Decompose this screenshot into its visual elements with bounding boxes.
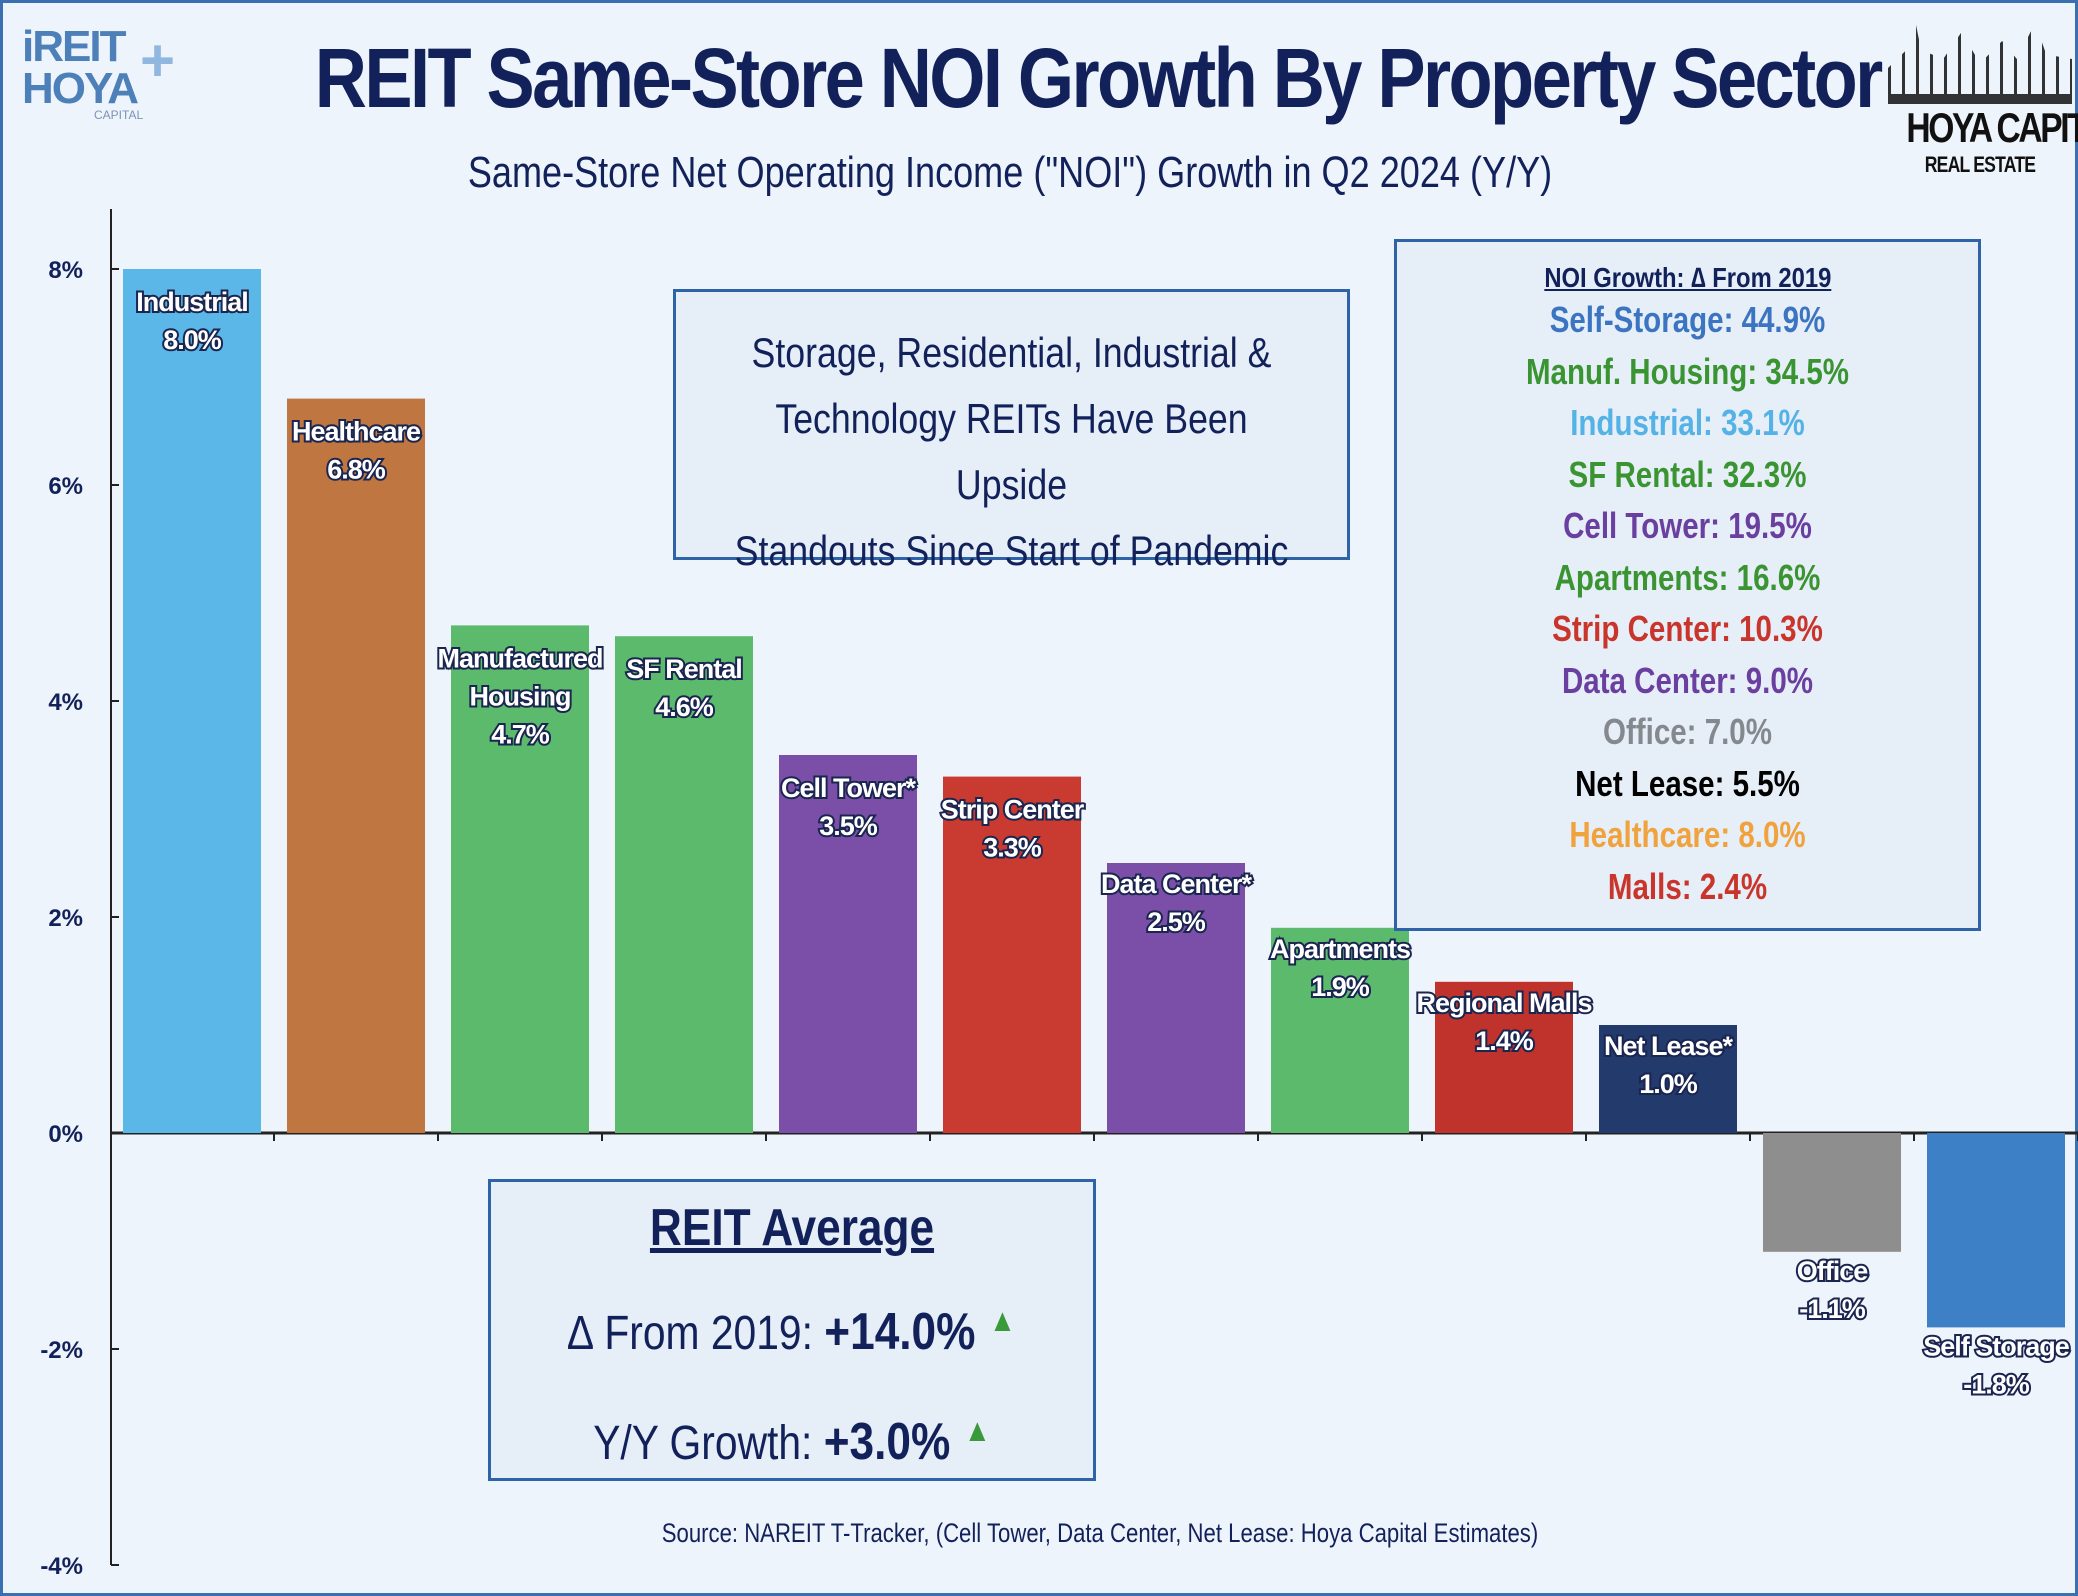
source-note: Source: NAREIT T-Tracker, (Cell Tower, D… bbox=[661, 1518, 1539, 1548]
logo-text: REAL ESTATE bbox=[1924, 152, 2036, 177]
bar-value-label: 8.0% bbox=[163, 325, 222, 355]
bar-self-storage bbox=[1927, 1133, 2065, 1328]
bar-category-label: Strip Center bbox=[941, 795, 1085, 825]
bar-office bbox=[1763, 1133, 1901, 1252]
noi-box-heading: NOI Growth: ∆ From 2019 bbox=[1543, 262, 1831, 293]
bar-category-label: Housing bbox=[470, 681, 571, 711]
noi-item: Healthcare: 8.0% bbox=[1569, 814, 1806, 855]
noi-item: Manuf. Housing: 34.5% bbox=[1525, 350, 1850, 392]
reit-average-box: REIT Average ∆ From 2019: +14.0% ▲ Y/Y Gr… bbox=[488, 1179, 1096, 1481]
y-tick-label: -2% bbox=[40, 1337, 83, 1364]
callout-line: Storage, Residential, Industrial & bbox=[751, 329, 1272, 376]
logo-text: HOYA CAPITAL bbox=[1906, 104, 2078, 151]
bar-industrial bbox=[123, 269, 261, 1133]
bar-value-label: 1.4% bbox=[1475, 1026, 1534, 1056]
noi-item: Apartments: 16.6% bbox=[1554, 556, 1821, 598]
callout-line: Technology REITs Have Been Upside bbox=[775, 395, 1248, 508]
bar-sf-rental bbox=[615, 636, 753, 1133]
bar-category-label: Cell Tower* bbox=[781, 773, 917, 803]
noi-item: Data Center: 9.0% bbox=[1561, 659, 1813, 701]
bar-value-label: 1.0% bbox=[1639, 1069, 1698, 1099]
bar-category-label: Regional Malls bbox=[1416, 988, 1591, 1018]
callout-box: Storage, Residential, Industrial & Techn… bbox=[673, 289, 1350, 574]
bar-category-label: Manufactured bbox=[437, 643, 602, 673]
bar-strip-center bbox=[943, 776, 1081, 1133]
chart-title: REIT Same-Store NOI Growth By Property S… bbox=[314, 31, 1883, 125]
noi-item: SF Rental: 32.3% bbox=[1568, 453, 1807, 495]
up-triangle-icon: ▲ bbox=[989, 1302, 1016, 1338]
yy-row: Y/Y Growth: +3.0% ▲ bbox=[536, 1382, 1048, 1492]
bar-value-label: 3.3% bbox=[983, 833, 1042, 863]
bar-value-label: 3.5% bbox=[819, 811, 878, 841]
up-triangle-icon: ▲ bbox=[963, 1412, 991, 1448]
noi-item: Office: 7.0% bbox=[1603, 711, 1772, 752]
bar-manufactured-housing bbox=[451, 625, 589, 1133]
bar-value-label: 6.8% bbox=[327, 455, 386, 485]
y-tick-label: 4% bbox=[48, 689, 83, 716]
noi-item: Malls: 2.4% bbox=[1607, 865, 1768, 907]
noi-growth-box: NOI Growth: ∆ From 2019 Self-Storage: 44… bbox=[1394, 239, 1981, 931]
noi-item: Self-Storage: 44.9% bbox=[1549, 299, 1826, 340]
reit-average-heading: REIT Average bbox=[649, 1199, 935, 1257]
delta-value: +14.0% bbox=[824, 1303, 976, 1361]
logo-text: iREIT bbox=[22, 22, 126, 71]
delta-label: ∆ From 2019: bbox=[568, 1307, 825, 1360]
bar-category-label: Apartments bbox=[1270, 934, 1410, 964]
bar-category-label: Self Storage bbox=[1923, 1331, 2070, 1361]
y-tick-label: 6% bbox=[48, 473, 83, 500]
bar-category-label: Office bbox=[1797, 1256, 1869, 1286]
chart-subtitle: Same-Store Net Operating Income ("NOI") … bbox=[467, 148, 1553, 197]
bar-value-label: 4.7% bbox=[491, 719, 550, 749]
bar-apartments bbox=[1271, 927, 1409, 1133]
yy-value: +3.0% bbox=[823, 1413, 951, 1471]
bar-net-lease bbox=[1599, 1025, 1737, 1133]
hoya-capital-logo: HOYA CAPITAL REAL ESTATE bbox=[1888, 14, 2078, 178]
bar-category-label: Industrial bbox=[136, 287, 248, 317]
delta-row: ∆ From 2019: +14.0% ▲ bbox=[536, 1272, 1048, 1382]
noi-item: Net Lease: 5.5% bbox=[1575, 762, 1800, 804]
y-tick-label: 2% bbox=[48, 905, 83, 932]
bar-value-label: -1.1% bbox=[1799, 1294, 1866, 1324]
bar-data-center bbox=[1107, 863, 1245, 1133]
callout-line: Standouts Since Start of Pandemic bbox=[734, 527, 1289, 574]
logo-text: HOYA bbox=[22, 63, 139, 113]
bar-cell-tower bbox=[779, 755, 917, 1133]
ireit-hoya-logo: iREIT HOYA CAPITAL + bbox=[22, 22, 182, 122]
bar-value-label: 4.6% bbox=[655, 692, 714, 722]
y-tick-label: -4% bbox=[40, 1553, 83, 1580]
plus-icon: + bbox=[140, 27, 176, 94]
bar-category-label: Data Center* bbox=[1101, 869, 1253, 899]
logo-text: CAPITAL bbox=[94, 107, 144, 122]
yy-label: Y/Y Growth: bbox=[593, 1417, 824, 1470]
noi-item: Strip Center: 10.3% bbox=[1552, 608, 1823, 649]
y-tick-label: 8% bbox=[48, 257, 83, 284]
bar-category-label: Healthcare bbox=[292, 417, 421, 447]
bar-value-label: 2.5% bbox=[1147, 907, 1206, 937]
bar-category-label: SF Rental bbox=[626, 654, 742, 684]
bar-value-label: -1.8% bbox=[1963, 1369, 2030, 1399]
bar-healthcare bbox=[287, 398, 425, 1134]
bar-regional-malls bbox=[1435, 981, 1573, 1133]
noi-item: Cell Tower: 19.5% bbox=[1563, 505, 1812, 546]
noi-item: Industrial: 33.1% bbox=[1570, 402, 1805, 443]
bar-value-label: 1.9% bbox=[1311, 972, 1370, 1002]
bar-category-label: Net Lease* bbox=[1604, 1031, 1734, 1061]
y-tick-label: 0% bbox=[48, 1121, 83, 1148]
